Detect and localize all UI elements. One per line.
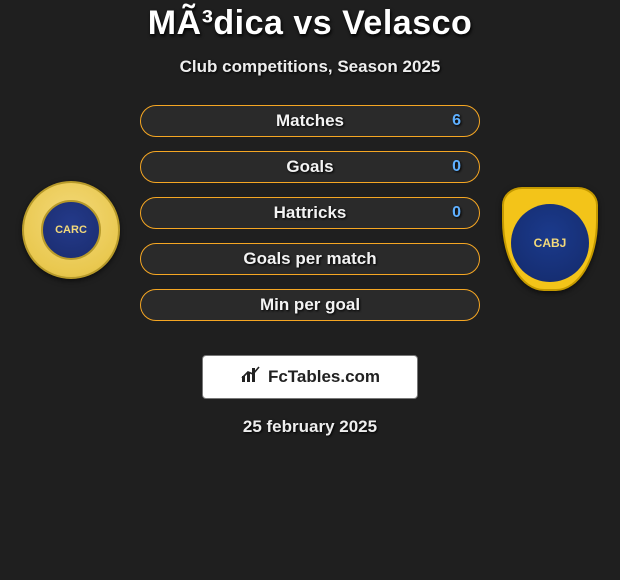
comparison-stage: CARC CABJ Matches6Goals0Hattricks0Goals … bbox=[0, 105, 620, 359]
club-badge-left-text: CARC bbox=[41, 200, 101, 260]
chart-icon bbox=[240, 366, 262, 389]
stat-label: Min per goal bbox=[189, 295, 431, 315]
club-badge-right: CABJ bbox=[502, 187, 598, 291]
stat-label: Goals per match bbox=[189, 249, 431, 269]
stat-row: Matches6 bbox=[140, 105, 480, 137]
brand-box[interactable]: FcTables.com bbox=[202, 355, 418, 399]
stat-value-right: 6 bbox=[431, 112, 461, 130]
stat-value-right: 0 bbox=[431, 204, 461, 222]
page-title: MÃ³dica vs Velasco bbox=[0, 4, 620, 43]
flag-right-icon bbox=[514, 109, 604, 141]
stats-list: Matches6Goals0Hattricks0Goals per matchM… bbox=[140, 105, 480, 335]
club-badge-right-text: CABJ bbox=[511, 204, 589, 282]
stat-row: Min per goal bbox=[140, 289, 480, 321]
stat-row: Hattricks0 bbox=[140, 197, 480, 229]
club-badge-left: CARC bbox=[22, 181, 120, 279]
flag-left-icon bbox=[16, 109, 106, 141]
stat-value-right: 0 bbox=[431, 158, 461, 176]
stat-label: Matches bbox=[189, 111, 431, 131]
stat-label: Hattricks bbox=[189, 203, 431, 223]
brand-text: FcTables.com bbox=[268, 367, 380, 387]
stat-label: Goals bbox=[189, 157, 431, 177]
page-subtitle: Club competitions, Season 2025 bbox=[0, 57, 620, 77]
footer-date: 25 february 2025 bbox=[0, 417, 620, 437]
stat-row: Goals per match bbox=[140, 243, 480, 275]
stat-row: Goals0 bbox=[140, 151, 480, 183]
